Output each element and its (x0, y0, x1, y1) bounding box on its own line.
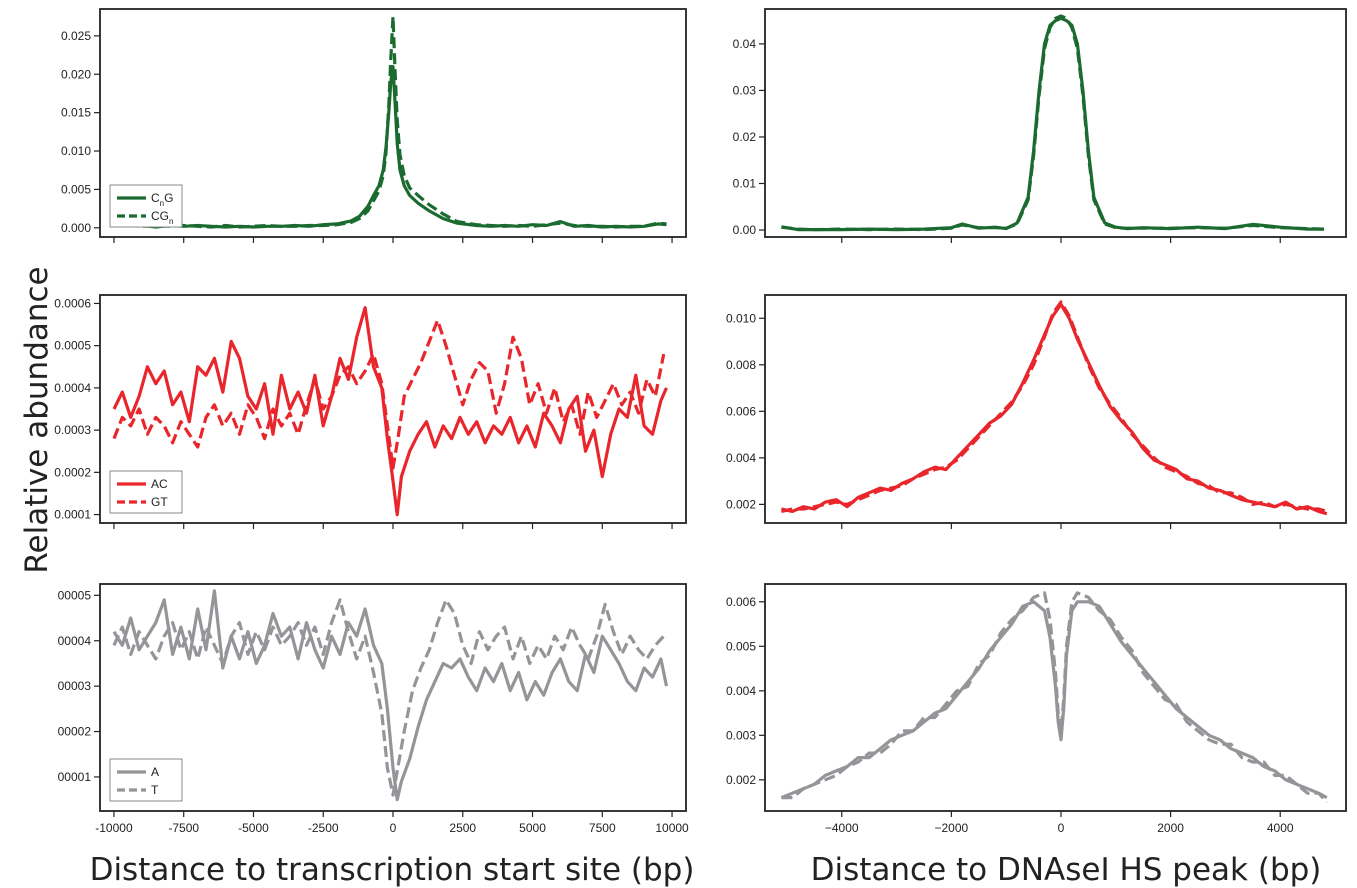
legend-label-main: T (151, 783, 159, 797)
legend-label-subscript: n (169, 217, 173, 226)
axes-frame (764, 8, 1347, 238)
x-tick-label: −4000 (825, 821, 859, 835)
x-tick-label: -10000 (95, 821, 133, 835)
y-tick-label: 0.010 (61, 144, 91, 158)
panel-tss-a: -10000 -7500 -5000 -2500 0 2500 5000 7500 10000 0… (58, 583, 689, 835)
series-line-dhs-ac-ac (781, 302, 1328, 516)
x-tick-label: 0 (1058, 821, 1065, 835)
series-line-tss-ac-gt (112, 318, 666, 470)
y-tick-label: 0.006 (726, 595, 756, 609)
y-tick-label: 0.0001 (54, 508, 91, 522)
x-tick-label: -7500 (168, 821, 199, 835)
panel-dhs-ac: 0.002 0.004 0.006 0.008 0.010 (726, 294, 1347, 529)
series-line-dhs-ac-gt (781, 300, 1328, 513)
panel-dhs-cg: 0.00 0.01 0.02 0.03 0.04 (733, 8, 1347, 243)
y-tick-label: 0.02 (733, 130, 757, 144)
legend-tss-ac: AC GT (109, 470, 183, 514)
y-axis-label: Relative abundance (19, 266, 55, 573)
series-line-tss-ac-ac (112, 306, 668, 517)
x-tick-label: 2500 (449, 821, 476, 835)
x-tick-label: 5000 (519, 821, 546, 835)
legend-box (109, 184, 183, 228)
y-tick-label: 0.002 (726, 497, 756, 511)
series-line-tss-a-a (112, 589, 669, 802)
legend-label: CnG (151, 191, 173, 208)
legend-label-tail: G (164, 191, 173, 205)
axes-frame (764, 583, 1347, 812)
y-tick-label: 0.002 (726, 773, 756, 787)
x-tick-label: 7500 (589, 821, 616, 835)
y-tick-label: 0.04 (733, 37, 757, 51)
legend-label: CGn (151, 209, 173, 226)
y-tick-label: 0.025 (61, 29, 91, 43)
y-tick-label: 0.0003 (54, 423, 91, 437)
legend-tss-a: AT (109, 758, 183, 802)
series-line-tss-cg-cgn (114, 15, 667, 229)
panel-dhs-a: −4000 −2000 0 2000 4000 0.002 0.003 0.004 0.005 0… (726, 583, 1347, 835)
series-line-tss-a-t (112, 598, 665, 797)
y-tick-label: 0.008 (726, 358, 756, 372)
y-tick-label: 00005 (58, 588, 92, 602)
axes-frame (99, 294, 687, 524)
x-tick-label: 2000 (1157, 821, 1184, 835)
y-tick-label: 00001 (58, 770, 92, 784)
legend-label-main: A (151, 765, 159, 779)
panels-group: 0.0000.0050.0100.0150.0200.025CnGCGn0.00… (54, 8, 1347, 835)
y-tick-label: 0.004 (726, 684, 756, 698)
x-tick-label: −2000 (935, 821, 969, 835)
series-line-dhs-cg-cgn (781, 14, 1325, 232)
y-tick-label: 0.0005 (54, 339, 91, 353)
x-axis-label-left: Distance to transcription start site (bp… (90, 852, 695, 888)
x-axis-label-right: Distance to DNAseI HS peak (bp) (811, 852, 1322, 888)
y-tick-label: 00004 (58, 634, 92, 648)
y-tick-label: 0.01 (733, 176, 757, 190)
y-tick-label: 0.020 (61, 67, 91, 81)
x-tick-label: 0 (390, 821, 397, 835)
legend-label: T (151, 783, 159, 797)
legend-box (109, 470, 183, 514)
legend-label-main: CG (151, 209, 169, 223)
series-line-dhs-a-t (781, 591, 1328, 804)
legend-label-main: AC (151, 477, 168, 491)
y-tick-label: 0.000 (61, 221, 91, 235)
y-tick-label: 0.005 (61, 182, 91, 196)
x-tick-label: -5000 (238, 821, 269, 835)
y-tick-label: 0.005 (726, 639, 756, 653)
axes-frame (99, 583, 687, 812)
axes-frame (99, 8, 687, 238)
x-tick-label: -2500 (308, 821, 339, 835)
y-tick-label: 0.015 (61, 106, 91, 120)
y-tick-label: 0.0002 (54, 465, 91, 479)
legend-label: AC (151, 477, 168, 491)
legend-label: A (151, 765, 159, 779)
y-tick-label: 00003 (58, 679, 92, 693)
y-tick-label: 0.003 (726, 728, 756, 742)
y-tick-label: 0.0004 (54, 381, 91, 395)
legend-label: GT (151, 495, 168, 509)
legend-label-subscript: n (160, 199, 164, 208)
legend-label-main: GT (151, 495, 168, 509)
y-tick-label: 0.00 (733, 223, 757, 237)
y-tick-label: 0.0006 (54, 296, 91, 310)
panel-tss-ac: 0.0001 0.0002 0.0003 0.0004 0.0005 0.0006 AC GT (54, 294, 687, 529)
axes-frame (764, 294, 1347, 524)
y-tick-label: 0.03 (733, 83, 757, 97)
y-tick-label: 0.004 (726, 451, 756, 465)
x-tick-label: 4000 (1267, 821, 1294, 835)
y-tick-label: 0.006 (726, 404, 756, 418)
y-tick-label: 0.010 (726, 311, 756, 325)
legend-box (109, 758, 183, 802)
x-tick-label: 10000 (655, 821, 689, 835)
series-line-dhs-cg-cng (781, 16, 1325, 232)
y-tick-label: 00002 (58, 725, 92, 739)
series-line-dhs-a-a (780, 600, 1328, 800)
legend-label-main: C (151, 191, 160, 205)
